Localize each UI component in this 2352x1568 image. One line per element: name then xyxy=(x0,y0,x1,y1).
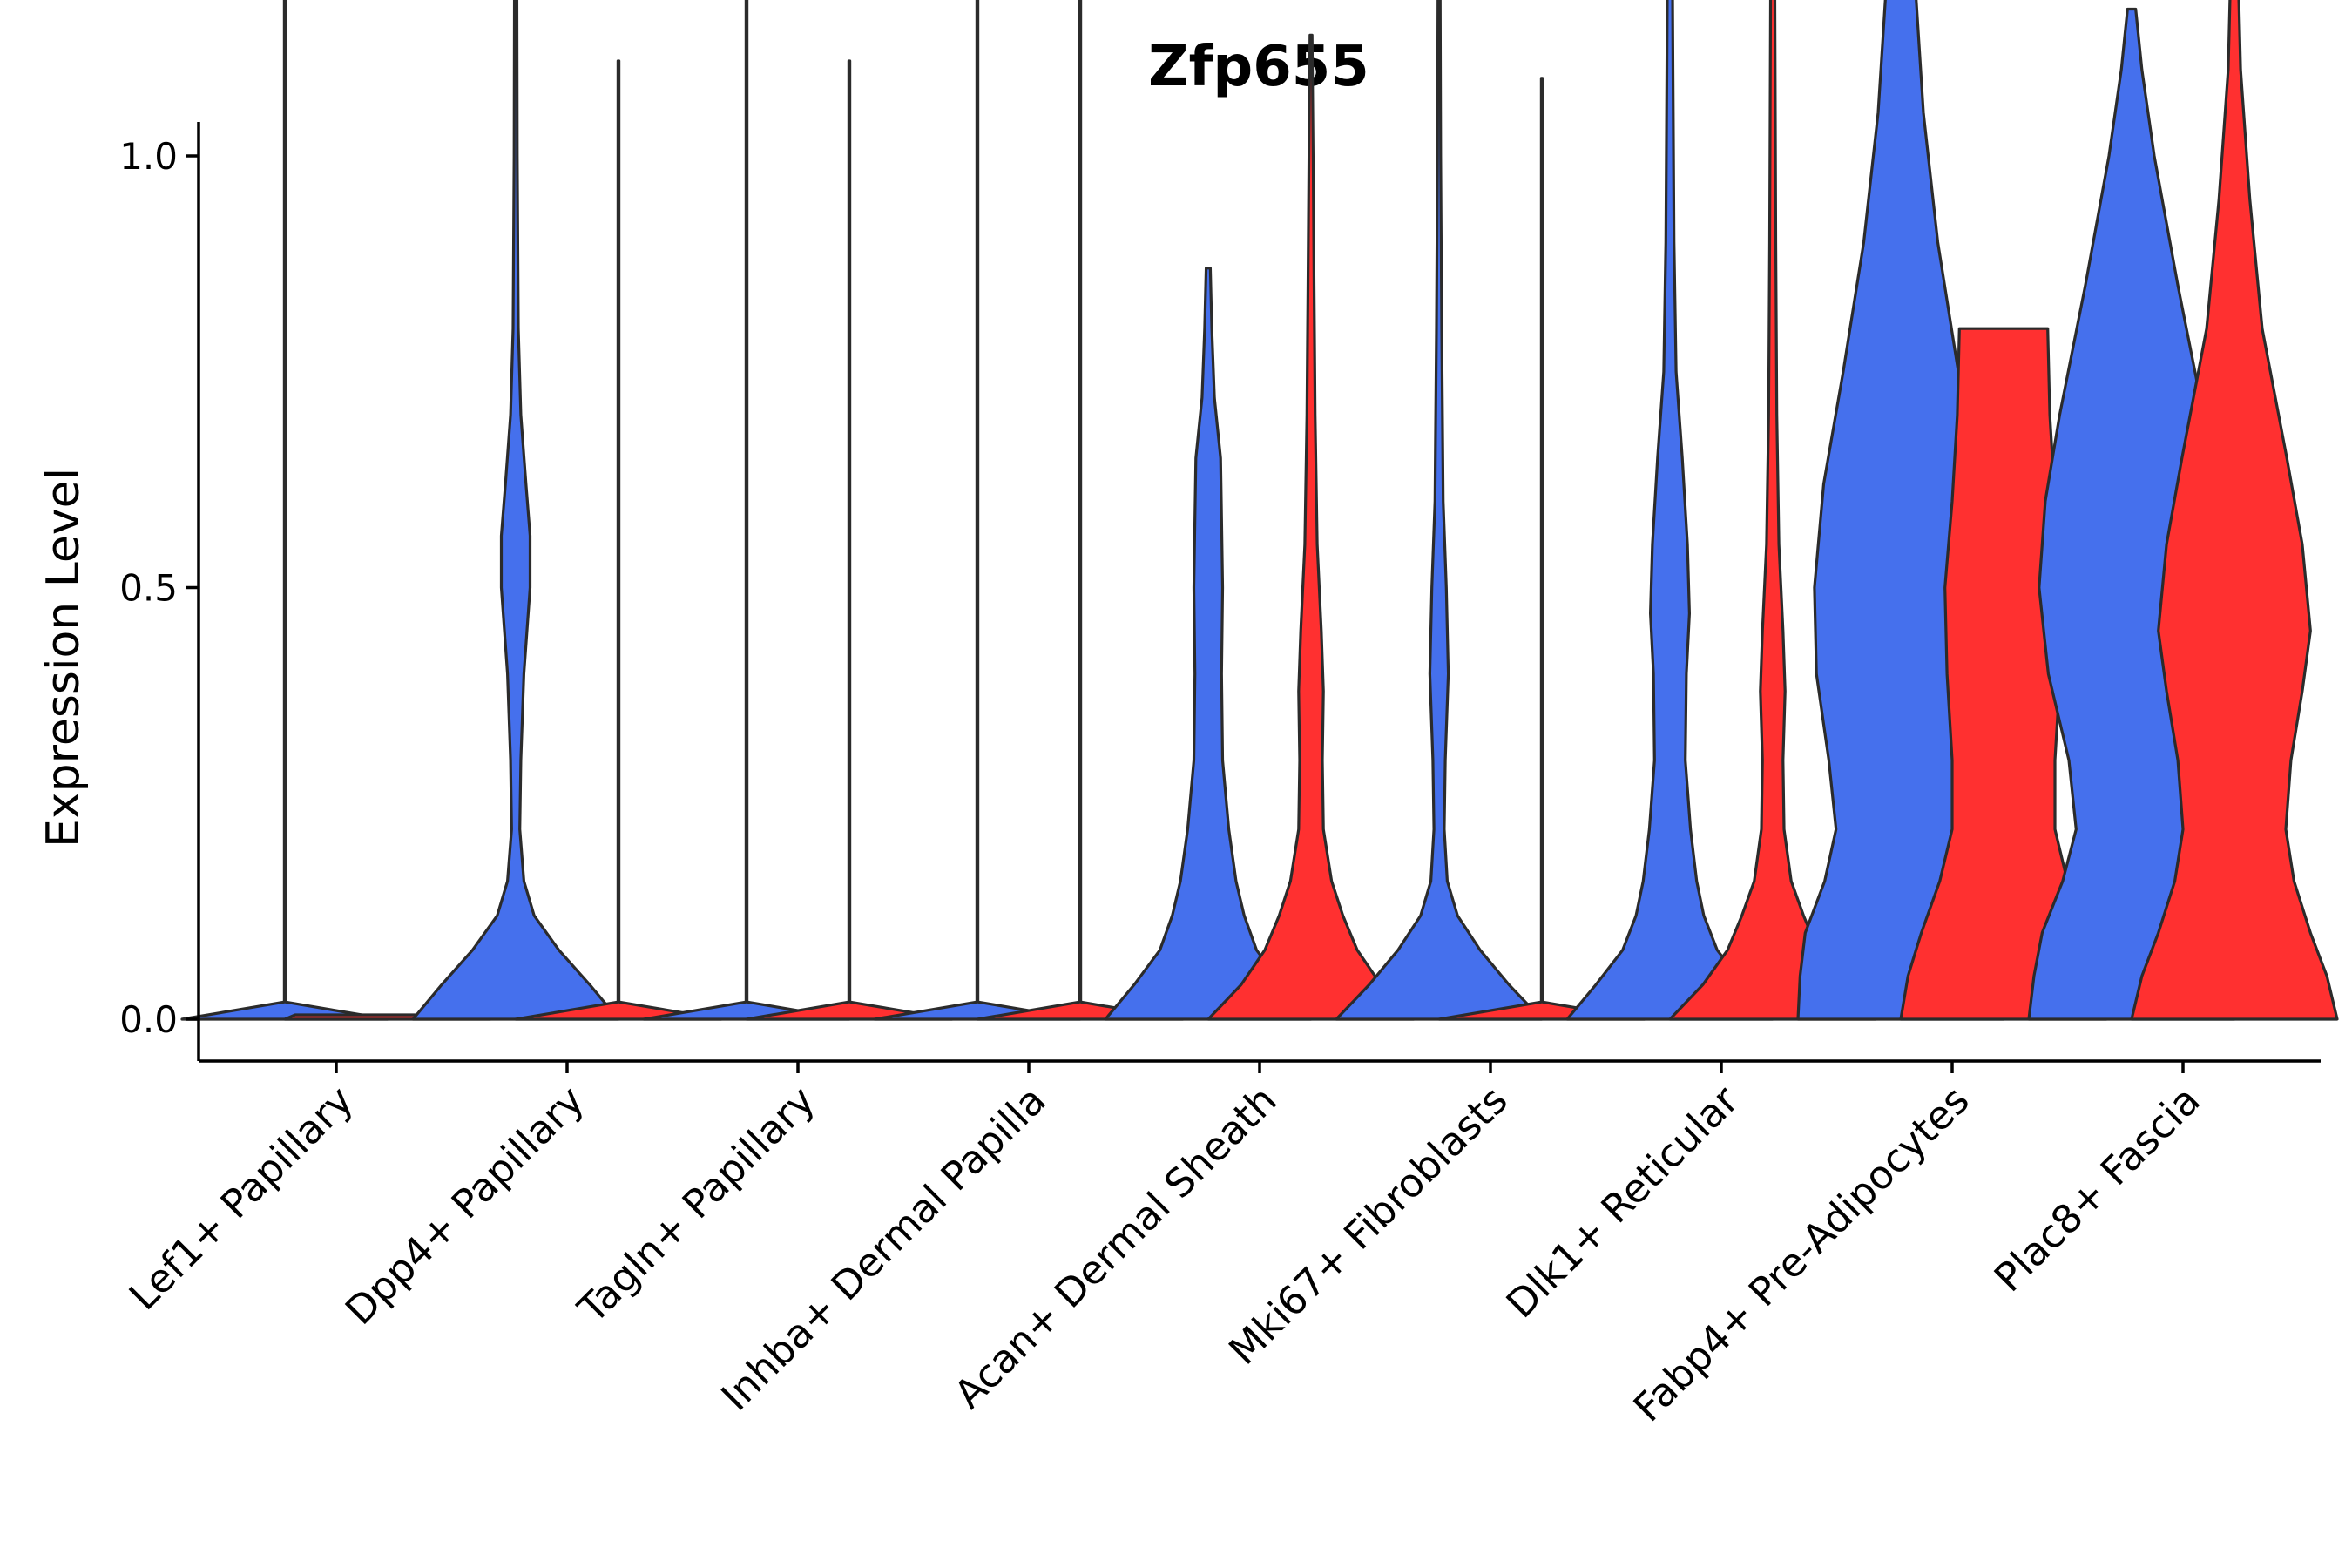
x-tick-label-plac8-fascia: Plac8+ Fascia xyxy=(1985,1077,2209,1301)
violin-tagln-papillary-group-1 xyxy=(642,0,851,1021)
violin-acan-dermal-sheath-group-2 xyxy=(1206,33,1416,1021)
y-tick-label: 0.5 xyxy=(119,567,178,610)
violin-inhba-dermal-papilla-group-1 xyxy=(873,0,1082,1021)
violin-mki67-fibroblasts-group-1 xyxy=(1335,0,1544,1021)
y-tick-label: 1.0 xyxy=(119,135,178,178)
violin-plac8-fascia-group-2 xyxy=(2130,0,2339,1021)
violin-dpp4-papillary-group-2 xyxy=(514,59,723,1021)
x-tick-label-tagln-papillary: Tagln+ Papillary xyxy=(569,1077,824,1332)
y-axis: 0.00.51.01.52.0 xyxy=(119,122,200,1061)
y-tick-label: 0.0 xyxy=(119,998,178,1041)
x-tick-label-dpp4-papillary: Dpp4+ Papillary xyxy=(336,1077,593,1334)
y-axis-label: Expression Level xyxy=(37,468,90,848)
violin-dlk1-reticular-group-1 xyxy=(1565,0,1774,1021)
chart-title: Zfp655 xyxy=(1148,35,1369,99)
violin-acan-dermal-sheath-group-1 xyxy=(1104,267,1313,1021)
x-tick-label-dlk1-reticular: Dlk1+ Reticular xyxy=(1497,1077,1747,1327)
violin-mki67-fibroblasts-group-2 xyxy=(1437,77,1646,1021)
violin-lef1-papillary-group-1 xyxy=(180,0,389,1021)
violin-dpp4-papillary-group-1 xyxy=(411,0,620,1021)
violin-tagln-papillary-group-2 xyxy=(745,59,954,1021)
x-tick-label-lef1-papillary: Lef1+ Papillary xyxy=(120,1077,362,1319)
violin-layer xyxy=(180,0,2339,1021)
violin-dlk1-reticular-group-2 xyxy=(1668,0,1877,1021)
violin-inhba-dermal-papilla-group-2 xyxy=(976,0,1185,1021)
